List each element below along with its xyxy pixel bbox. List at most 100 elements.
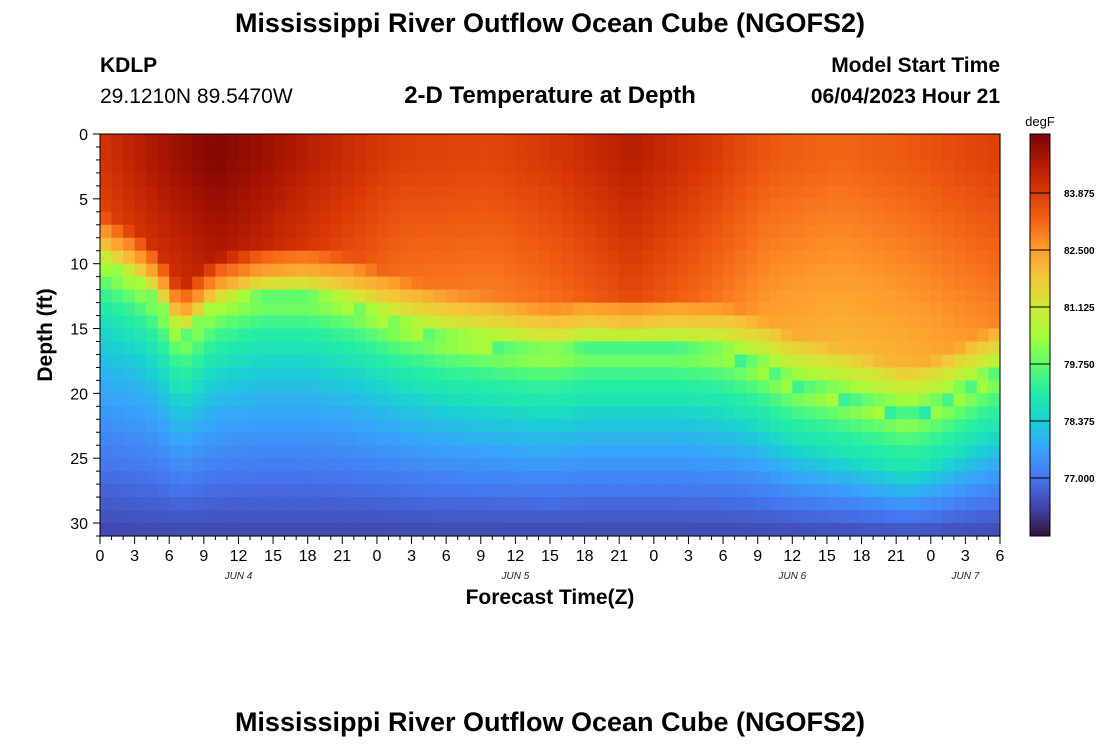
heatmap-cell — [607, 458, 620, 472]
heatmap-cell — [965, 185, 978, 200]
heatmap-cell — [953, 510, 966, 524]
heatmap-cell — [792, 354, 805, 369]
heatmap-cell — [861, 159, 874, 174]
heatmap-cell — [273, 159, 286, 174]
heatmap-cell — [376, 237, 390, 252]
heatmap-cell — [330, 510, 343, 524]
heatmap-cell — [942, 523, 955, 537]
station-id: KDLP — [100, 54, 158, 77]
heatmap-cell — [538, 328, 551, 343]
heatmap-cell — [884, 380, 897, 394]
heatmap-cell — [215, 510, 228, 524]
heatmap-cell — [538, 224, 551, 239]
heatmap-cell — [757, 159, 770, 174]
heatmap-cell — [584, 134, 597, 148]
heatmap-cell — [711, 432, 724, 446]
heatmap-cell — [965, 471, 978, 485]
heatmap-cell — [630, 198, 643, 213]
heatmap-cell — [434, 523, 447, 537]
x-tick-label: 0 — [372, 548, 381, 565]
heatmap-cell — [723, 497, 736, 511]
heatmap-cell — [607, 146, 620, 161]
heatmap-cell — [365, 263, 378, 278]
heatmap-cell — [423, 406, 436, 420]
heatmap-cell — [757, 367, 770, 381]
heatmap-cell — [538, 250, 551, 265]
heatmap-cell — [942, 198, 955, 213]
heatmap-cell — [792, 198, 805, 213]
heatmap-cell — [861, 315, 874, 330]
heatmap-cell — [146, 484, 159, 498]
heatmap-cell — [619, 185, 632, 200]
heatmap-cell — [353, 134, 366, 148]
heatmap-cell — [146, 341, 159, 356]
heatmap-cell — [965, 159, 978, 174]
heatmap-cell — [976, 198, 990, 213]
heatmap-cell — [873, 250, 886, 265]
heatmap-cell — [584, 523, 597, 537]
heatmap-cell — [861, 237, 874, 252]
heatmap-cell — [157, 198, 170, 213]
heatmap-cell — [250, 159, 263, 174]
heatmap-cell — [503, 471, 516, 485]
heatmap-cell — [250, 224, 263, 239]
heatmap-cell — [342, 419, 355, 433]
heatmap-cell — [573, 263, 586, 278]
x-tick-label: 6 — [996, 548, 1005, 565]
heatmap-cell — [584, 237, 597, 252]
heatmap-cell — [538, 289, 551, 304]
model-start-label: Model Start Time — [831, 54, 1000, 77]
heatmap-cell — [965, 341, 978, 356]
heatmap-cell — [111, 471, 124, 485]
heatmap-cell — [884, 484, 897, 498]
heatmap-cell — [376, 458, 390, 472]
heatmap-cell — [330, 380, 343, 394]
heatmap-cell — [561, 393, 574, 407]
heatmap-cell — [226, 523, 240, 537]
heatmap-cell — [838, 510, 851, 524]
heatmap-cell — [711, 523, 724, 537]
heatmap-cell — [330, 497, 343, 511]
heatmap-cell — [111, 198, 124, 213]
heatmap-cell — [111, 289, 124, 304]
heatmap-cell — [446, 146, 459, 161]
heatmap-cell — [803, 276, 816, 291]
heatmap-cell — [896, 328, 909, 343]
heatmap-cell — [342, 393, 355, 407]
heatmap-cell — [169, 445, 182, 459]
heatmap-cell — [503, 484, 516, 498]
heatmap-cell — [296, 328, 309, 343]
heatmap-cell — [815, 380, 828, 394]
heatmap-cell — [688, 328, 701, 343]
heatmap-cell — [526, 497, 540, 511]
heatmap-cell — [203, 315, 216, 330]
heatmap-cell — [261, 367, 274, 381]
heatmap-cell — [653, 237, 666, 252]
heatmap-cell — [100, 302, 113, 317]
heatmap-cell — [792, 276, 805, 291]
heatmap-cell — [169, 523, 182, 537]
heatmap-cell — [226, 263, 240, 278]
heatmap-cell — [607, 471, 620, 485]
heatmap-cell — [400, 172, 413, 187]
heatmap-cell — [238, 432, 251, 446]
heatmap-cell — [146, 185, 159, 200]
heatmap-cell — [953, 237, 966, 252]
heatmap-cell — [896, 302, 909, 317]
heatmap-cell — [319, 445, 332, 459]
heatmap-cell — [561, 211, 574, 226]
heatmap-cell — [538, 146, 551, 161]
heatmap-cell — [965, 406, 978, 420]
heatmap-cell — [146, 406, 159, 420]
heatmap-cell — [411, 406, 424, 420]
heatmap-cell — [388, 458, 401, 472]
heatmap-cell — [792, 471, 805, 485]
heatmap-cell — [480, 263, 493, 278]
heatmap-cell — [630, 302, 643, 317]
heatmap-cell — [273, 328, 286, 343]
heatmap-cell — [746, 224, 759, 239]
heatmap-cell — [550, 263, 563, 278]
heatmap-cell — [515, 328, 528, 343]
heatmap-cell — [261, 328, 274, 343]
heatmap-cell — [273, 367, 286, 381]
